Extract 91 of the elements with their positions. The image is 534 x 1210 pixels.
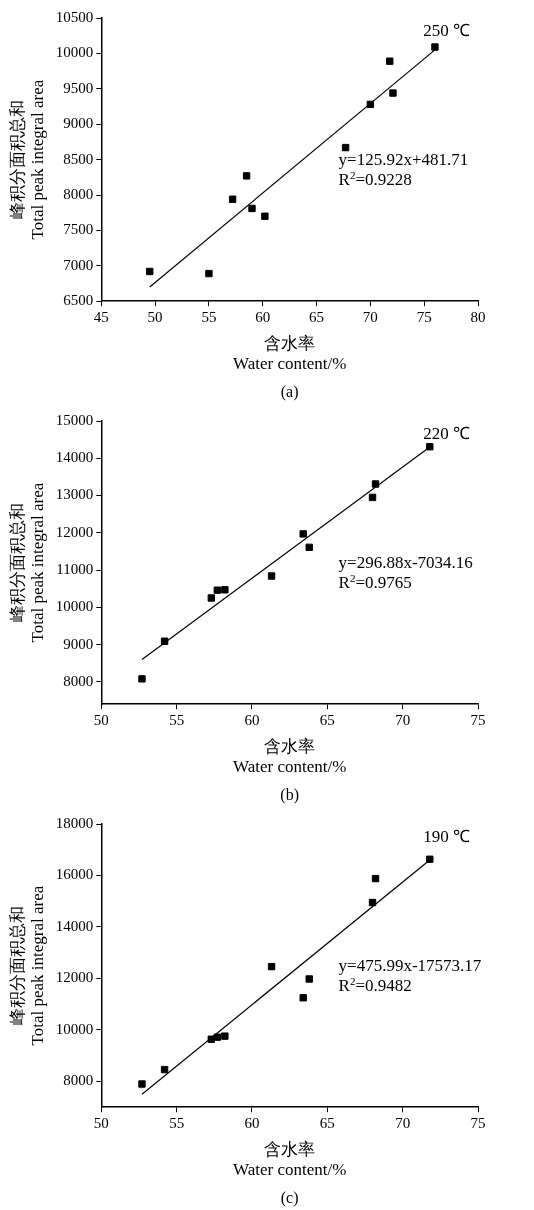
x-tick-label: 45 bbox=[93, 309, 109, 326]
y-tick-label: 8000 bbox=[63, 672, 94, 689]
point bbox=[389, 89, 397, 97]
y-tick-label: 15000 bbox=[55, 411, 94, 428]
y-axis-title: 峰积分面积总和 Total peak integral area bbox=[7, 482, 48, 643]
y-tick-label: 8000 bbox=[63, 185, 94, 202]
y-tick-label: 7500 bbox=[63, 221, 94, 238]
x-tick-label: 65 bbox=[319, 712, 335, 729]
point bbox=[138, 1080, 146, 1088]
x-tick-label: 70 bbox=[395, 712, 411, 729]
y-tick-label: 9500 bbox=[63, 79, 94, 96]
point bbox=[371, 480, 380, 488]
point bbox=[267, 572, 276, 580]
x-tick-label: 75 bbox=[470, 1115, 486, 1132]
point bbox=[305, 975, 313, 983]
point bbox=[426, 855, 434, 863]
text: (b) bbox=[280, 786, 299, 804]
point bbox=[371, 874, 380, 883]
annotation: 190 ℃ bbox=[423, 827, 470, 846]
annotation: 250 ℃ bbox=[423, 21, 470, 40]
point bbox=[341, 143, 350, 152]
point bbox=[160, 1065, 169, 1074]
y-tick-label: 14000 bbox=[55, 917, 94, 934]
point bbox=[431, 43, 439, 51]
x-axis-title: 含水率 Water content/% bbox=[232, 333, 347, 374]
x-tick-label: 70 bbox=[395, 1115, 411, 1132]
point bbox=[213, 1033, 222, 1041]
point bbox=[146, 267, 154, 276]
y-tick-label: 9000 bbox=[63, 635, 94, 652]
point bbox=[267, 962, 276, 971]
y-tick-label: 9000 bbox=[63, 115, 94, 132]
point bbox=[386, 57, 394, 65]
point bbox=[368, 898, 377, 907]
y-axis-title: 峰积分面积总和 Total peak integral area bbox=[7, 79, 48, 240]
y-tick-label: 10500 bbox=[55, 8, 94, 25]
point bbox=[207, 1035, 215, 1043]
y-tick-label: 16000 bbox=[55, 866, 94, 883]
x-tick-label: 60 bbox=[244, 712, 260, 729]
y-tick-label: 10000 bbox=[55, 44, 94, 61]
y-axis-title: 峰积分面积总和 Total peak integral area bbox=[7, 885, 48, 1046]
y-tick-label: 14000 bbox=[55, 449, 94, 466]
x-tick-label: 65 bbox=[309, 309, 325, 326]
point bbox=[426, 443, 434, 451]
x-tick-label: 55 bbox=[201, 309, 217, 326]
x-tick-label: 55 bbox=[169, 712, 185, 729]
text: (c) bbox=[280, 1189, 299, 1207]
point bbox=[160, 637, 169, 645]
x-tick-label: 70 bbox=[362, 309, 378, 326]
y-tick-label: 12000 bbox=[55, 969, 94, 986]
y-tick-label: 10000 bbox=[55, 1020, 94, 1037]
annotation: y=296.88x-7034.16 bbox=[338, 553, 473, 573]
point bbox=[205, 269, 213, 278]
x-tick-label: 50 bbox=[93, 712, 109, 729]
x-tick-label: 50 bbox=[93, 1115, 109, 1132]
x-tick-label: 55 bbox=[169, 1115, 185, 1132]
x-tick-label: 75 bbox=[416, 309, 432, 326]
y-tick-label: 8000 bbox=[63, 1072, 94, 1089]
point bbox=[221, 1032, 229, 1040]
point bbox=[242, 172, 251, 180]
x-tick-label: 60 bbox=[255, 309, 271, 326]
x-tick-label: 75 bbox=[470, 712, 486, 729]
y-tick-label: 6500 bbox=[63, 292, 94, 309]
annotation: y=475.99x-17573.17 bbox=[338, 956, 482, 976]
x-axis-title: 含水率 Water content/% bbox=[232, 1139, 347, 1180]
y-tick-label: 10000 bbox=[55, 598, 94, 615]
y-tick-label: 7000 bbox=[63, 256, 94, 273]
annotation: y=125.92x+481.71 bbox=[338, 150, 469, 170]
y-tick-label: 18000 bbox=[55, 814, 94, 831]
y-tick-label: 8500 bbox=[63, 150, 94, 167]
point bbox=[213, 586, 222, 594]
point bbox=[261, 212, 269, 220]
point bbox=[305, 543, 313, 551]
annotation: 220 ℃ bbox=[423, 424, 470, 443]
x-axis-title: 含水率 Water content/% bbox=[232, 736, 347, 777]
x-tick-label: 65 bbox=[319, 1115, 335, 1132]
point bbox=[299, 530, 307, 538]
y-tick-label: 12000 bbox=[55, 523, 94, 540]
point bbox=[299, 994, 307, 1002]
point bbox=[228, 195, 237, 203]
x-tick-label: 80 bbox=[470, 309, 486, 326]
x-tick-label: 60 bbox=[244, 1115, 260, 1132]
point bbox=[366, 100, 375, 109]
point bbox=[207, 594, 215, 602]
y-tick-label: 11000 bbox=[56, 560, 94, 577]
point bbox=[248, 204, 256, 213]
text: (a) bbox=[280, 383, 299, 401]
point bbox=[138, 675, 146, 683]
point bbox=[221, 586, 229, 594]
x-tick-label: 50 bbox=[147, 309, 163, 326]
point bbox=[368, 493, 377, 502]
y-tick-label: 13000 bbox=[55, 486, 94, 503]
